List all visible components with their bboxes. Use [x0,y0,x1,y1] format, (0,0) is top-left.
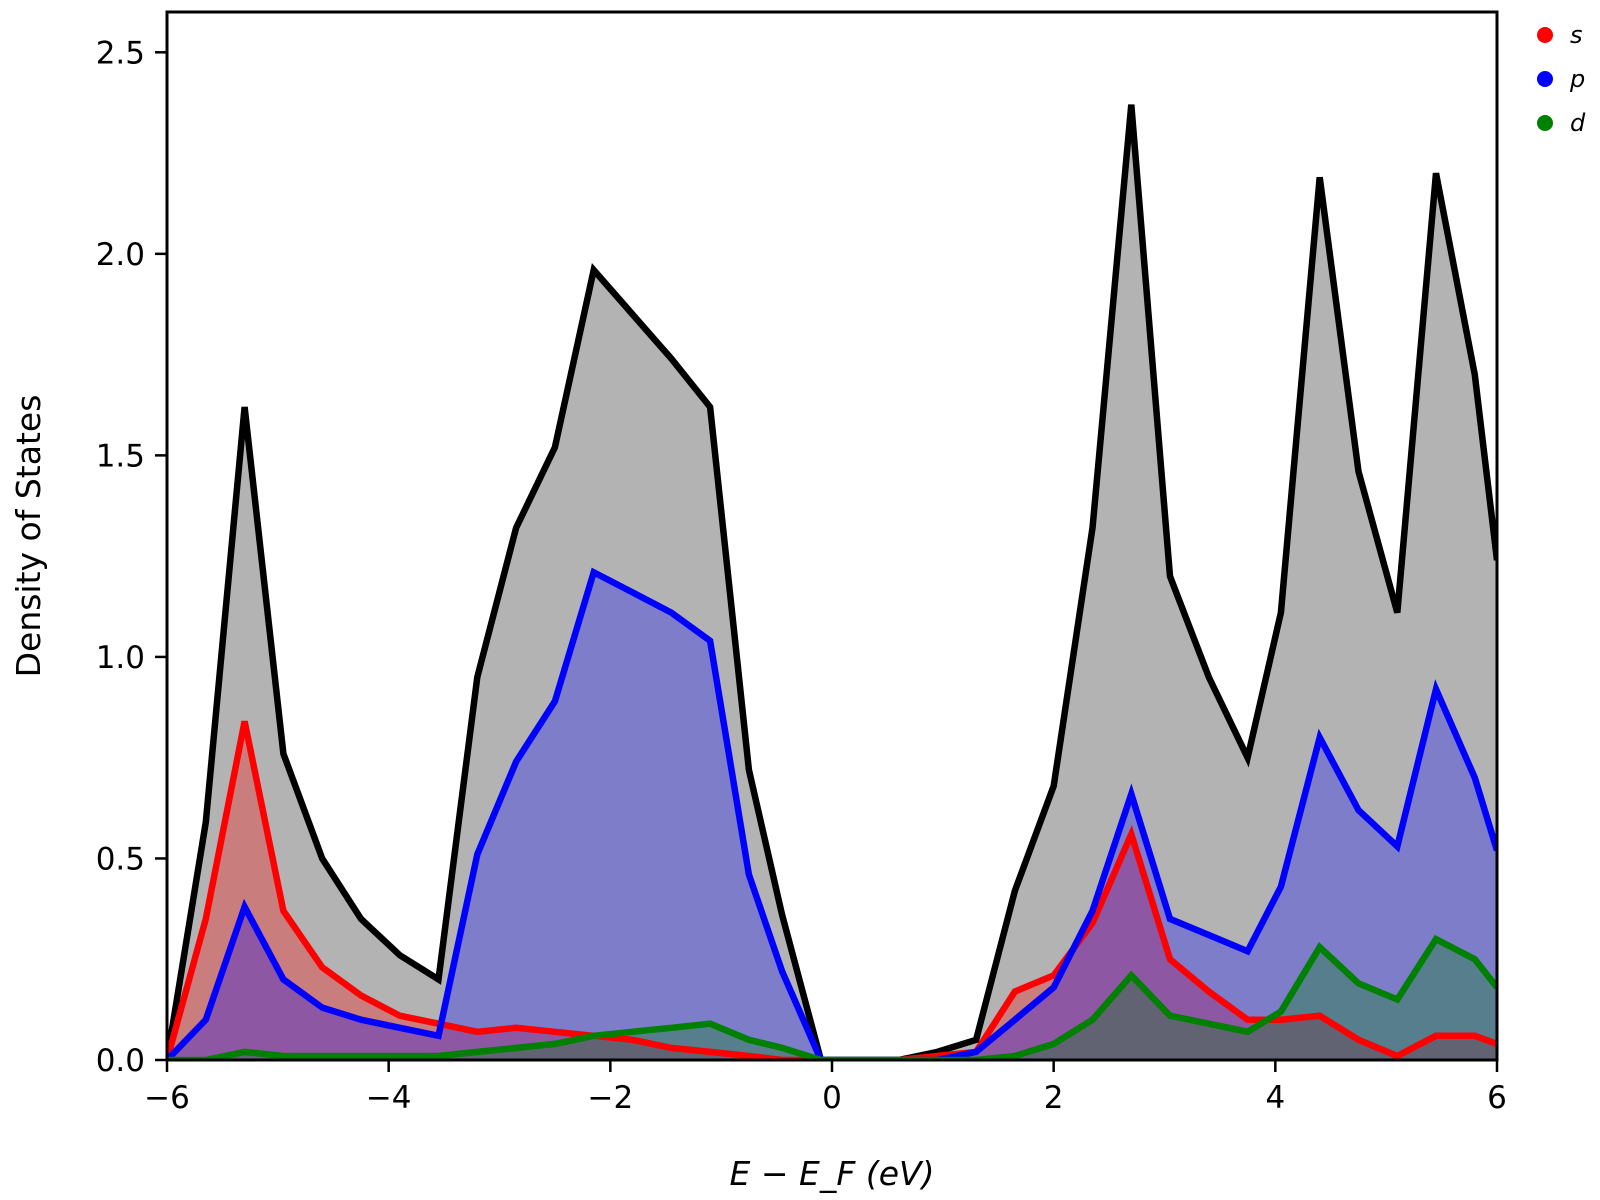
x-tick-label: 4 [1265,1080,1285,1116]
x-tick-label: 2 [1044,1080,1064,1116]
legend-marker-p [1537,71,1553,87]
series-lines [167,104,1497,1060]
y-tick-label: 1.0 [96,640,145,676]
y-axis-ticks: 0.0 0.5 1.0 1.5 2.0 2.5 [96,35,167,1079]
y-axis-label: Density of States [9,395,48,678]
series-s-fill [167,721,1497,1060]
legend-marker-s [1537,27,1553,43]
total-dos-line [167,104,1497,1060]
legend-label-s: s [1570,21,1583,49]
legend: spd [1537,21,1586,137]
legend-label-d: d [1570,109,1586,137]
x-tick-label: 0 [822,1080,842,1116]
legend-marker-d [1537,115,1553,131]
x-tick-label: −4 [366,1080,412,1116]
series-p-line [167,567,1497,1060]
series-d-line [167,934,1497,1060]
y-tick-label: 2.0 [96,237,145,273]
y-tick-label: 2.5 [96,35,145,71]
x-axis-ticks: −6 −4 −2 0 2 4 6 [144,1060,1507,1116]
x-tick-label: −6 [144,1080,190,1116]
x-axis-label: E − E_F (eV) [730,1154,935,1193]
y-tick-label: 0.0 [96,1043,145,1079]
y-tick-label: 1.5 [96,438,145,474]
legend-label-p: p [1569,65,1585,93]
series-s-line [167,720,1497,1060]
x-tick-label: −2 [587,1080,633,1116]
series-d-fill [167,939,1497,1060]
x-tick-label: 6 [1487,1080,1507,1116]
y-tick-label: 0.5 [96,841,145,877]
area-fills [167,104,1497,1060]
total-dos-fill [167,104,1497,1060]
